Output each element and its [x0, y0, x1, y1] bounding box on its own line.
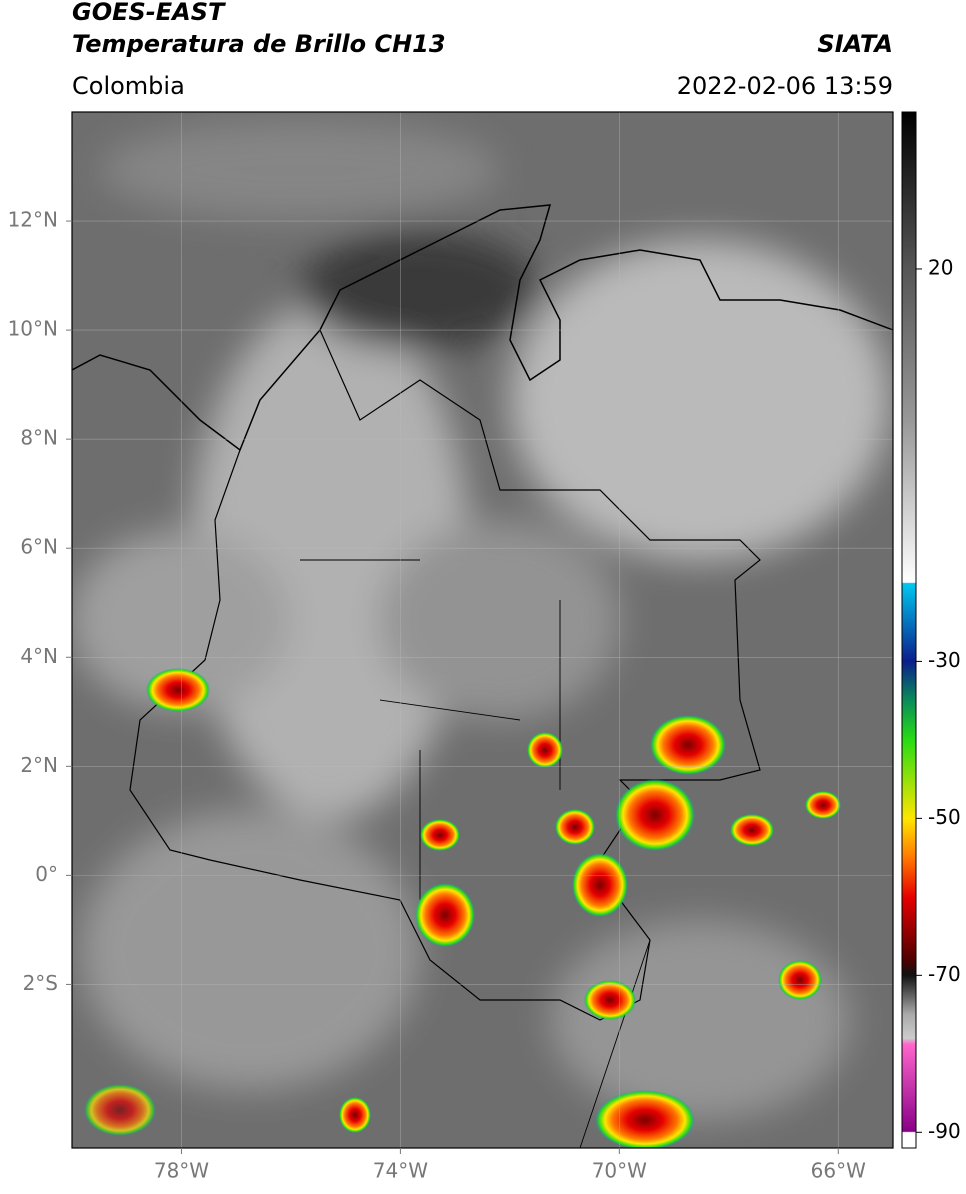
y-tick-label: 0°	[35, 862, 58, 886]
source: SIATA	[817, 30, 893, 58]
y-tick-label: 2°N	[20, 753, 58, 777]
x-tick-label: 78°W	[154, 1159, 209, 1183]
graticule	[72, 112, 893, 1148]
region: Colombia	[72, 72, 185, 100]
datetime: 2022-02-06 13:59	[677, 72, 893, 100]
x-tick-label: 66°W	[811, 1159, 866, 1183]
y-tick-label: 8°N	[20, 426, 58, 450]
colorbar-label: -90	[928, 1119, 961, 1143]
x-tick-label: 74°W	[373, 1159, 428, 1183]
y-tick-label: 10°N	[8, 317, 58, 341]
colorbar-label: -50	[928, 805, 961, 829]
axes: 78°W 74°W 70°W 66°W 12°N 10°N 8°N 6°N 4°N 2°N 0° 2°…	[8, 208, 961, 1183]
colorbar-label: -70	[928, 962, 961, 986]
subtitle: Temperatura de Brillo CH13	[72, 30, 446, 58]
colorbar	[901, 111, 917, 1149]
map-frame	[71, 111, 894, 1149]
title: GOES-EAST	[72, 0, 226, 26]
y-tick-label: 4°N	[20, 644, 58, 668]
y-tick-label: 6°N	[20, 535, 58, 559]
colorbar-label: -30	[928, 648, 961, 672]
y-tick-label: 12°N	[8, 208, 58, 232]
colorbar-label: 20	[928, 255, 953, 279]
satellite-image	[72, 112, 893, 1148]
x-tick-label: 70°W	[592, 1159, 647, 1183]
y-tick-label: 2°S	[23, 971, 58, 995]
